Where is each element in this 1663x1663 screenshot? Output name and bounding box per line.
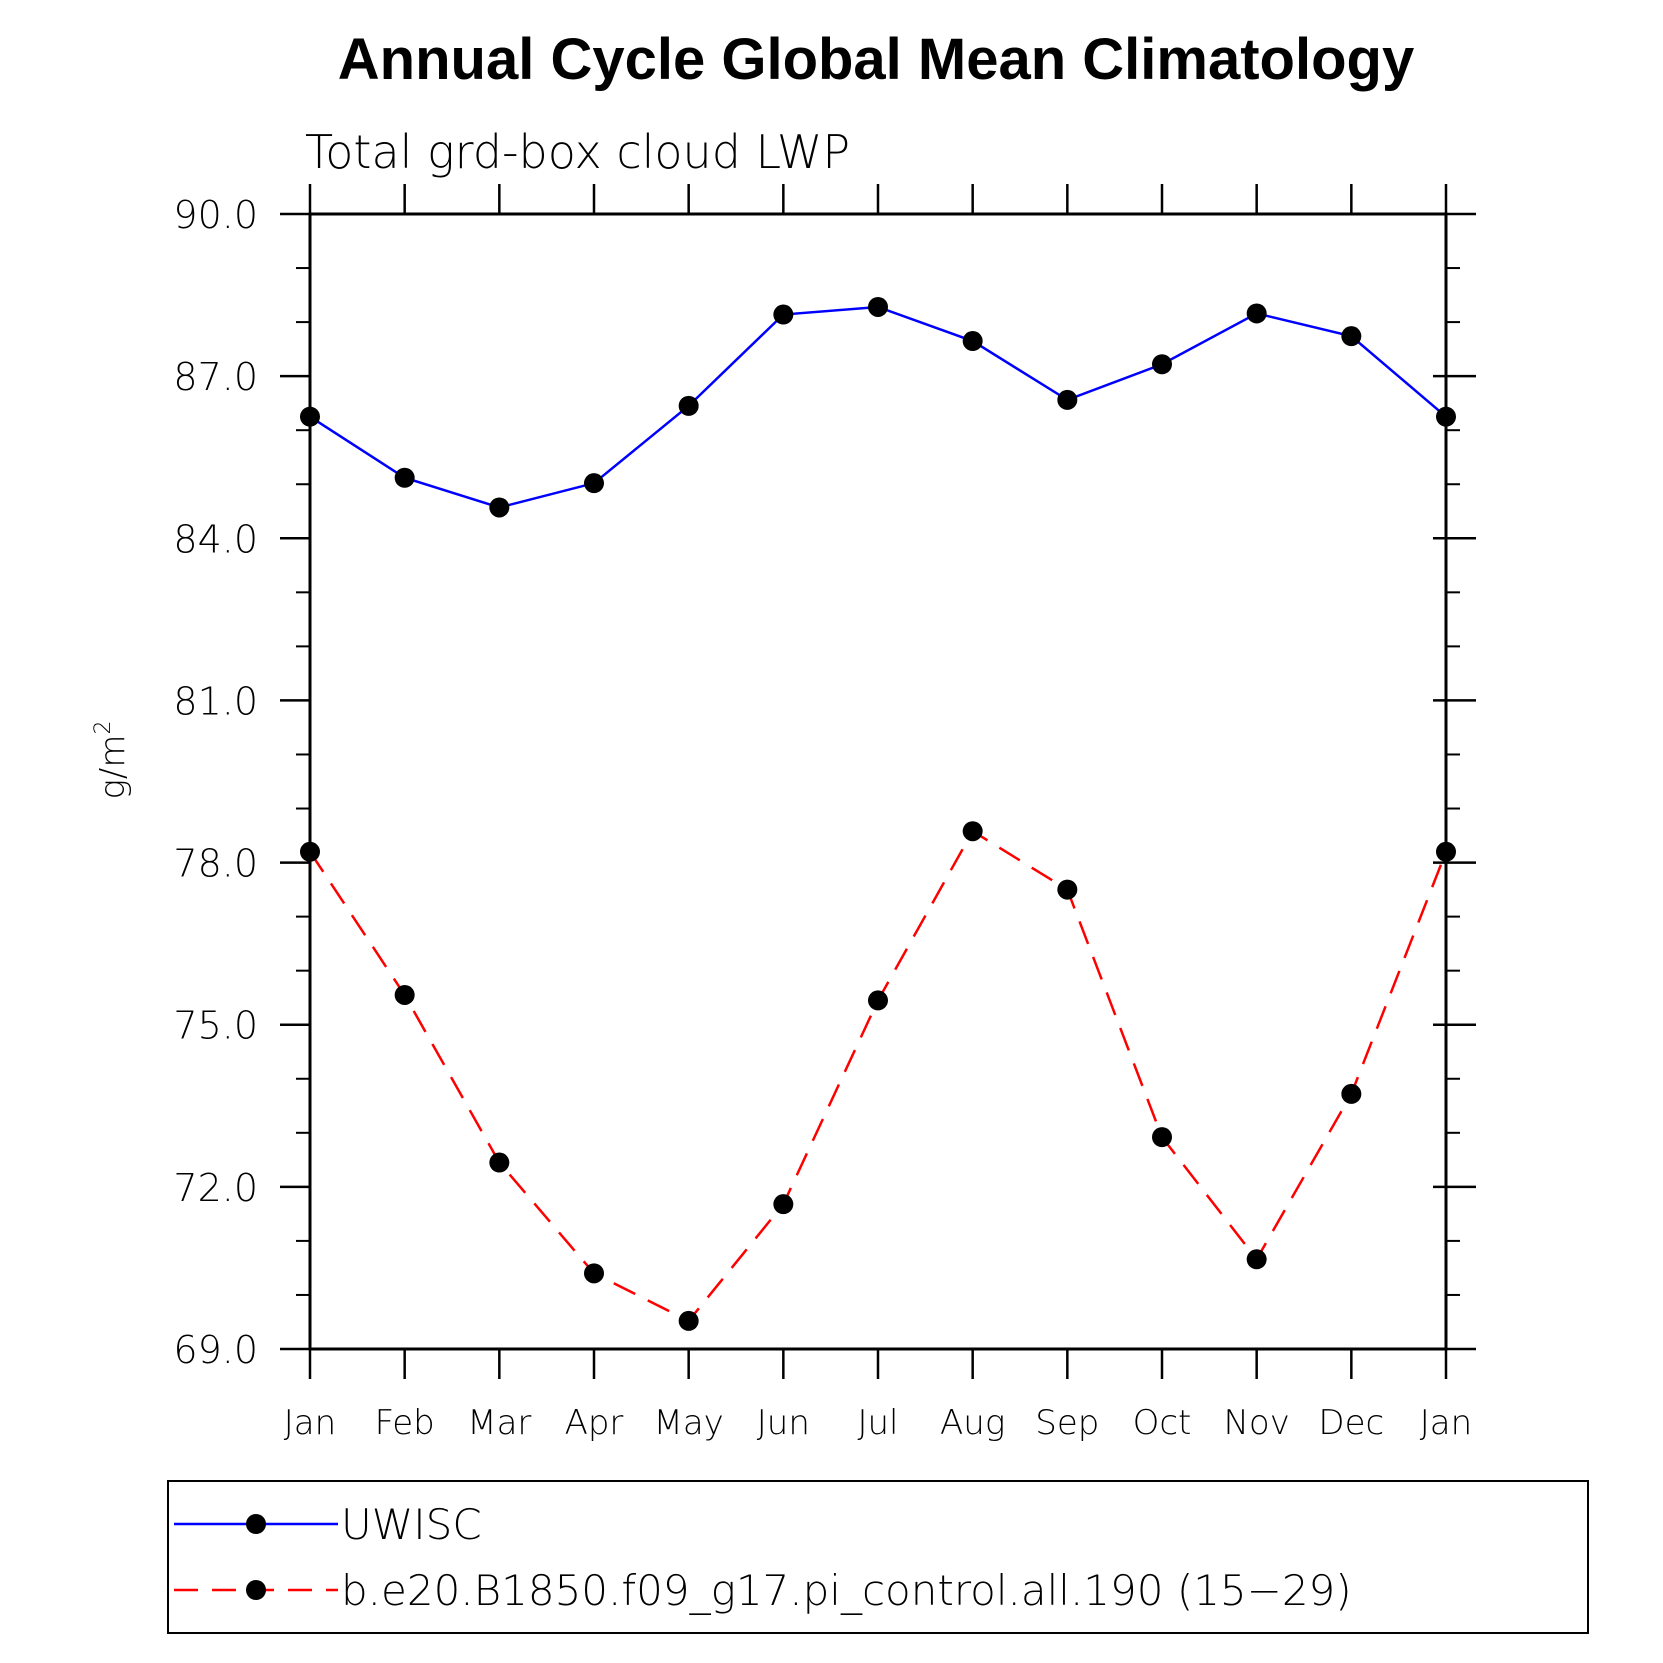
series-2 [300,821,1456,1331]
legend-entry-1: UWISC [174,1500,482,1549]
chart-title: Annual Cycle Global Mean Climatology [338,27,1414,92]
data-point [868,990,888,1011]
x-tick-label: Sep [1035,1403,1099,1443]
x-tick-label: Mar [467,1403,531,1443]
x-tick-labels: Jan Feb Mar Apr May Jun Jul Aug Sep Oct Nov Dec Jan [284,1403,1472,1443]
data-point [1152,354,1172,375]
series-line [308,829,1448,1323]
x-tick-label: Dec [1318,1403,1384,1443]
y-axis-label-superscript: 2 [91,721,116,735]
data-point [1057,389,1078,410]
data-point [1246,303,1267,324]
data-point [773,1194,794,1215]
legend: UWISC b.e20.B1850.f09_g17.pi_control.all.… [167,1480,1589,1634]
data-point [394,467,415,488]
x-tick-label: Feb [375,1403,435,1443]
y-tick-label: 78.0 [173,842,258,886]
data-point [1436,406,1456,427]
x-tick-label: Jun [757,1403,810,1443]
data-point [1057,879,1078,900]
series-line [309,305,1447,509]
x-tick-label: Jul [857,1403,898,1443]
y-tick-label: 81.0 [173,679,258,723]
y-tick-label: 69.0 [173,1328,258,1372]
x-tick-label: Apr [565,1403,624,1443]
y-axis-label: g/m2 [91,721,133,800]
y-tick-label: 90.0 [173,193,258,237]
svg-text:g/m2: g/m2 [91,721,133,800]
data-point [1436,841,1456,862]
data-point [1246,1249,1267,1270]
data-point [1341,1083,1362,1104]
data-point [300,406,320,427]
legend-marker [246,1514,266,1534]
data-point [584,473,604,494]
x-tick-label: Jan [284,1403,336,1443]
axis-ticks [280,184,1476,1379]
y-tick-label: 72.0 [173,1166,258,1210]
y-tick-label: 75.0 [173,1004,258,1048]
legend-label: UWISC [341,1500,482,1549]
data-point [1341,326,1362,347]
data-point [773,304,794,325]
y-tick-label: 87.0 [173,355,258,399]
series-1 [300,296,1456,518]
y-tick-label: 84.0 [173,517,258,561]
data-point [394,984,415,1005]
data-point [584,1263,604,1284]
legend-label: b.e20.B1850.f09_g17.pi_control.all.190 (… [341,1566,1352,1615]
data-point [489,497,510,518]
plot-frame [308,212,1448,1351]
data-point [962,331,983,352]
series-layer [300,296,1456,1331]
legend-box [167,1480,1589,1634]
x-tick-label: May [654,1403,724,1443]
y-tick-labels: 69.0 72.0 75.0 78.0 81.0 84.0 87.0 90.0 [173,193,258,1372]
data-point [489,1152,510,1173]
legend-entry-2: b.e20.B1850.f09_g17.pi_control.all.190 (… [174,1566,1352,1615]
data-point [678,1310,699,1331]
x-tick-label: Oct [1133,1403,1192,1443]
legend-entries: UWISC b.e20.B1850.f09_g17.pi_control.all.… [174,1500,1352,1615]
y-axis-label-text: g/m [93,735,133,800]
x-tick-label: Nov [1223,1403,1289,1443]
data-point [868,296,888,317]
chart-subtitle: Total grd-box cloud LWP [305,125,850,179]
x-tick-label: Jan [1420,1403,1472,1443]
x-tick-label: Aug [940,1403,1005,1443]
data-point [678,395,699,416]
legend-marker [246,1580,266,1600]
data-point [1152,1127,1172,1148]
data-point [300,841,320,862]
data-point [962,821,983,842]
